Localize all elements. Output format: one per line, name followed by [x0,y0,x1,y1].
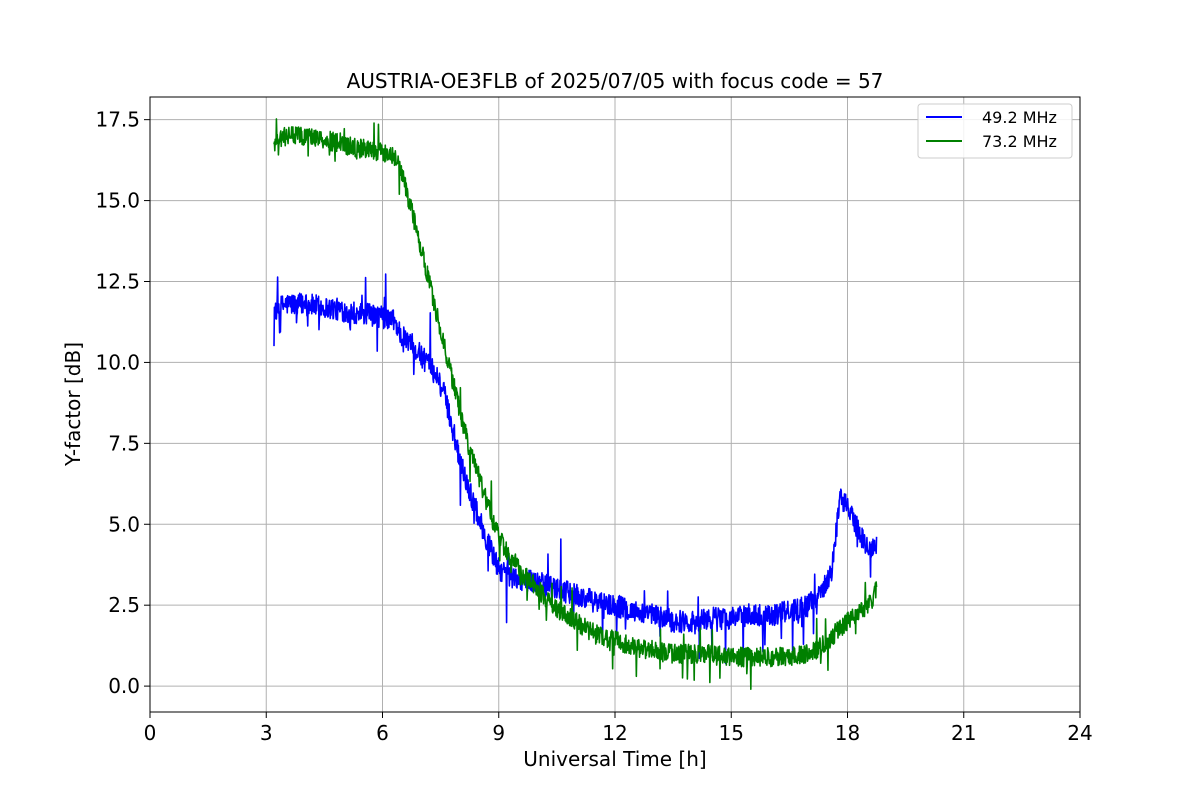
x-axis-label: Universal Time [h] [523,747,706,771]
x-tick-label: 3 [260,721,273,745]
y-tick-label: 2.5 [108,593,140,617]
legend-label-49-2mhz: 49.2 MHz [982,108,1057,127]
x-tick-label: 6 [376,721,389,745]
x-tick-label: 12 [602,721,627,745]
legend: 49.2 MHz 73.2 MHz [917,103,1073,159]
x-axis-ticks: 0 3 6 9 12 15 18 21 24 [144,712,1093,745]
y-tick-label: 7.5 [108,431,140,455]
y-tick-label: 15.0 [95,189,140,213]
y-tick-label: 12.5 [95,270,140,294]
x-tick-label: 0 [144,721,157,745]
y-tick-label: 10.0 [95,350,140,374]
y-axis-label: Y-factor [dB] [61,342,85,467]
series-line-49-2-mhz [273,273,878,665]
y-tick-label: 0.0 [108,674,140,698]
x-tick-label: 18 [835,721,860,745]
x-tick-label: 9 [492,721,505,745]
series-line-73-2-mhz [273,118,878,690]
x-tick-label: 15 [719,721,744,745]
y-axis-ticks: 0.0 2.5 5.0 7.5 10.0 12.5 15.0 17.5 [95,108,150,698]
y-tick-label: 17.5 [95,108,140,132]
x-tick-label: 24 [1067,721,1092,745]
series-layer [273,118,878,690]
chart-title: AUSTRIA-OE3FLB of 2025/07/05 with focus … [347,69,884,93]
y-tick-label: 5.0 [108,512,140,536]
x-tick-label: 21 [951,721,976,745]
legend-label-73-2mhz: 73.2 MHz [982,132,1057,151]
y-gridlines [150,119,1080,687]
x-gridlines [149,97,1081,712]
